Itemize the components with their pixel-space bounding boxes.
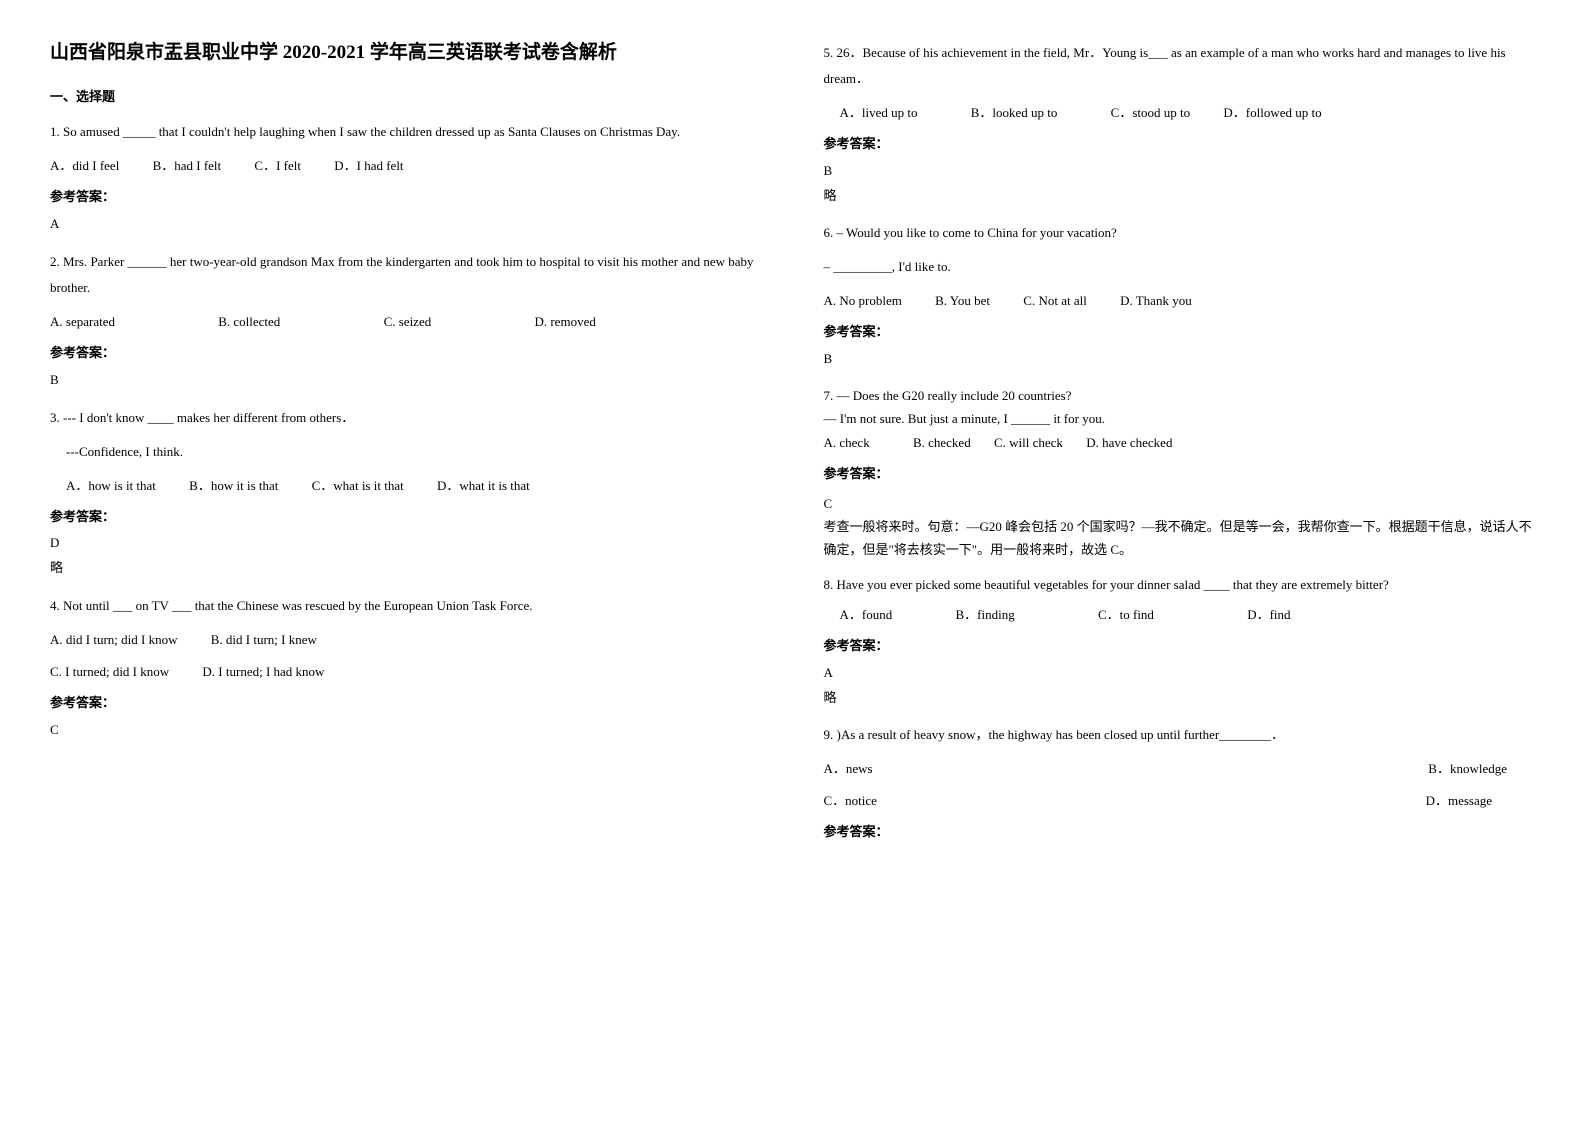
document-title: 山西省阳泉市盂县职业中学 2020-2021 学年高三英语联考试卷含解析 [50, 40, 764, 67]
option-c: C．notice [824, 788, 877, 814]
answer-note: 略 [50, 558, 764, 579]
option-b: B. checked [913, 435, 971, 450]
question-9: 9. )As a result of heavy snow，the highwa… [824, 722, 1538, 843]
option-c: C. Not at all [1023, 288, 1087, 314]
option-b: B．how it is that [189, 473, 278, 499]
option-a: A．lived up to [840, 100, 918, 126]
question-options: A．how is it that B．how it is that C．what… [50, 473, 764, 499]
option-a: A. check [824, 435, 870, 450]
question-3: 3. --- I don't know ____ makes her diffe… [50, 405, 764, 579]
answer-label: 参考答案： [50, 693, 764, 714]
option-d: D．I had felt [334, 153, 403, 179]
option-d: D．message [1426, 788, 1492, 814]
question-options: A．lived up to B．looked up to C．stood up … [824, 100, 1538, 126]
question-6: 6. – Would you like to come to China for… [824, 220, 1538, 370]
option-d: D．what it is that [437, 473, 530, 499]
option-c: C．what is it that [312, 473, 404, 499]
question-options-line1: A. did I turn; did I know B. did I turn;… [50, 627, 764, 653]
answer-label: 参考答案： [824, 134, 1538, 155]
option-d: D. Thank you [1120, 288, 1192, 314]
option-c: C. will check [994, 435, 1063, 450]
question-options: A. check B. checked C. will check D. hav… [824, 431, 1538, 454]
question-text-line2: ---Confidence, I think. [50, 439, 764, 465]
answer-label: 参考答案： [50, 343, 764, 364]
option-d: D．find [1247, 602, 1290, 628]
question-text: 4. Not until ___ on TV ___ that the Chin… [50, 593, 764, 619]
question-text: 1. So amused _____ that I couldn't help … [50, 119, 764, 145]
option-c: C. seized [384, 309, 432, 335]
answer-explanation: 考查一般将来时。句意：—G20 峰会包括 20 个国家吗？—我不确定。但是等一会… [824, 515, 1538, 562]
option-a: A. separated [50, 309, 115, 335]
question-options-line2: C. I turned; did I know D. I turned; I h… [50, 659, 764, 685]
question-5: 5. 26．Because of his achievement in the … [824, 40, 1538, 206]
option-c: C．to find [1098, 602, 1154, 628]
option-a: A．found [840, 602, 893, 628]
answer-label: 参考答案： [824, 322, 1538, 343]
answer: C [50, 720, 764, 741]
option-d: D. removed [534, 309, 595, 335]
option-b: B. collected [218, 309, 280, 335]
question-text-line2: — I'm not sure. But just a minute, I ___… [824, 407, 1538, 430]
answer: D [50, 533, 764, 554]
option-d: D．followed up to [1223, 100, 1321, 126]
question-1: 1. So amused _____ that I couldn't help … [50, 119, 764, 235]
option-b: B．had I felt [153, 153, 222, 179]
question-text: 9. )As a result of heavy snow，the highwa… [824, 722, 1538, 748]
option-b: B．finding [955, 602, 1014, 628]
answer-label: 参考答案： [824, 462, 1538, 485]
question-options: A. separated B. collected C. seized D. r… [50, 309, 764, 335]
option-a: A．how is it that [66, 473, 156, 499]
answer: A [824, 663, 1538, 684]
option-b: B．looked up to [971, 100, 1058, 126]
answer-label: 参考答案： [50, 507, 764, 528]
answer: C [824, 492, 1538, 515]
answer-note: 略 [824, 688, 1538, 709]
option-a: A．did I feel [50, 153, 119, 179]
question-text: 2. Mrs. Parker ______ her two-year-old g… [50, 249, 764, 301]
option-b: B. did I turn; I knew [211, 627, 317, 653]
question-text: 7. — Does the G20 really include 20 coun… [824, 384, 1538, 407]
option-d: D. have checked [1086, 435, 1172, 450]
question-options-line1: A．news B．knowledge [824, 756, 1538, 782]
question-options: A. No problem B. You bet C. Not at all D… [824, 288, 1538, 314]
question-7: 7. — Does the G20 really include 20 coun… [824, 384, 1538, 562]
option-a: A. No problem [824, 288, 902, 314]
left-column: 山西省阳泉市盂县职业中学 2020-2021 学年高三英语联考试卷含解析 一、选… [50, 40, 764, 857]
question-8: 8. Have you ever picked some beautiful v… [824, 576, 1538, 709]
option-c: C. I turned; did I know [50, 659, 169, 685]
answer: A [50, 214, 764, 235]
option-d: D. I turned; I had know [202, 659, 324, 685]
answer: B [50, 370, 764, 391]
answer-note: 略 [824, 186, 1538, 207]
option-a: A．news [824, 756, 873, 782]
question-options: A．did I feel B．had I felt C．I felt D．I h… [50, 153, 764, 179]
right-column: 5. 26．Because of his achievement in the … [824, 40, 1538, 857]
answer-label: 参考答案： [50, 187, 764, 208]
option-b: B．knowledge [1428, 756, 1507, 782]
section-header: 一、选择题 [50, 87, 764, 108]
option-b: B. You bet [935, 288, 990, 314]
answer-label: 参考答案： [824, 636, 1538, 657]
question-text-line2: – _________, I'd like to. [824, 254, 1538, 280]
question-text: 6. – Would you like to come to China for… [824, 220, 1538, 246]
question-options-line2: C．notice D．message [824, 788, 1538, 814]
option-a: A. did I turn; did I know [50, 627, 177, 653]
question-text: 5. 26．Because of his achievement in the … [824, 40, 1538, 92]
question-2: 2. Mrs. Parker ______ her two-year-old g… [50, 249, 764, 391]
option-c: C．I felt [254, 153, 301, 179]
option-c: C．stood up to [1111, 100, 1190, 126]
answer: B [824, 349, 1538, 370]
question-text: 8. Have you ever picked some beautiful v… [824, 576, 1538, 594]
question-4: 4. Not until ___ on TV ___ that the Chin… [50, 593, 764, 741]
answer-label: 参考答案： [824, 822, 1538, 843]
question-text: 3. --- I don't know ____ makes her diffe… [50, 405, 764, 431]
question-options: A．found B．finding C．to find D．find [824, 602, 1538, 628]
answer: B [824, 161, 1538, 182]
